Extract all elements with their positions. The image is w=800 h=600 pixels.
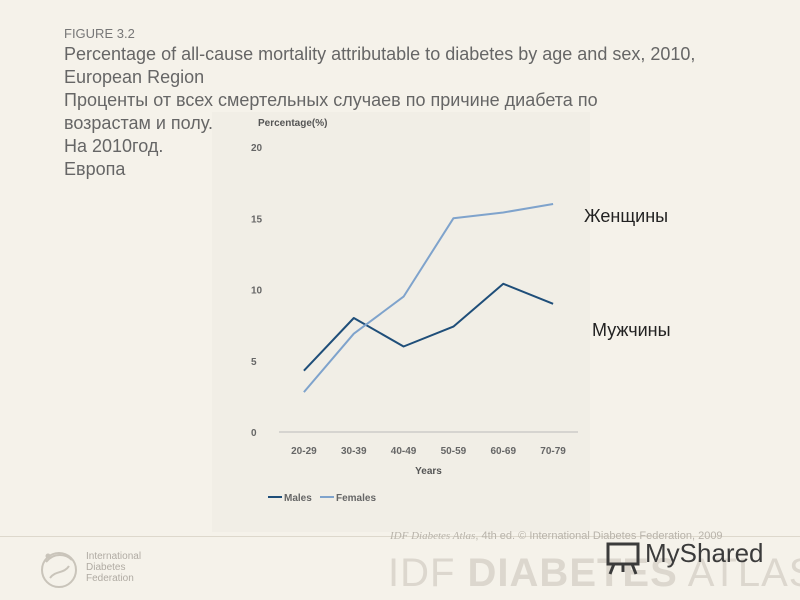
- title-ru-line: Европа: [64, 159, 126, 179]
- x-tick-label: 60-69: [490, 446, 516, 457]
- title-ru-line: Проценты от всех смертельных случаев по …: [64, 90, 598, 110]
- y-tick-label: 5: [251, 357, 257, 368]
- x-tick-label: 30-39: [341, 446, 367, 457]
- title-ru-line: возрастам и полу.: [64, 113, 213, 133]
- series-line-males: [303, 282, 554, 372]
- x-tick-label: 50-59: [441, 446, 467, 457]
- idf-logo-icon: [41, 552, 77, 588]
- y-tick-label: 10: [251, 286, 263, 297]
- credit-rest: , 4th ed. © International Diabetes Feder…: [475, 530, 723, 542]
- brand-light: IDF: [388, 551, 468, 595]
- chart-panel: Percentage(%) 0 5 10 15 20 20-29 30-39 40-49 50-5…: [212, 112, 590, 532]
- credit-line: IDF Diabetes Atlas, 4th ed. © Internatio…: [390, 530, 723, 542]
- org-name-line: Federation: [86, 573, 134, 584]
- annotation-males: Мужчины: [592, 320, 671, 340]
- legend-label-males: Males: [284, 493, 312, 504]
- x-tick-label: 20-29: [291, 446, 317, 457]
- brand-bold: DIABETES: [467, 551, 678, 595]
- legend-label-females: Females: [336, 493, 376, 504]
- y-axis-title: Percentage(%): [258, 118, 327, 129]
- series-line-females: [303, 203, 554, 393]
- y-tick-label: 20: [251, 143, 263, 154]
- figure-label: FIGURE 3.2: [64, 26, 135, 41]
- line-chart: Percentage(%) 0 5 10 15 20 20-29 30-39 40-49 50-5…: [251, 118, 578, 504]
- presentation-board-icon: [606, 542, 640, 575]
- x-tick-label: 70-79: [540, 446, 566, 457]
- x-tick-label: 40-49: [391, 446, 417, 457]
- brand-end: ATLAS: [687, 551, 800, 595]
- watermark: MyShared: [645, 538, 764, 568]
- y-tick-label: 15: [251, 214, 263, 225]
- annotation-females: Женщины: [584, 206, 669, 226]
- org-name-line: International: [86, 551, 142, 562]
- org-name: International Diabetes Federation: [86, 551, 141, 584]
- title-ru-line: На 2010год.: [64, 136, 164, 156]
- title-russian: Проценты от всех смертельных случаев по …: [64, 89, 598, 181]
- y-tick-label: 0: [251, 428, 257, 439]
- brand-wordmark: IDF DIABETES ATLAS: [388, 551, 800, 596]
- x-axis-title: Years: [415, 466, 442, 477]
- footer-divider: [0, 536, 800, 537]
- credit-italic: IDF Diabetes Atlas: [390, 530, 476, 542]
- title-english: Percentage of all-cause mortality attrib…: [64, 44, 696, 87]
- org-name-line: Diabetes: [86, 562, 126, 573]
